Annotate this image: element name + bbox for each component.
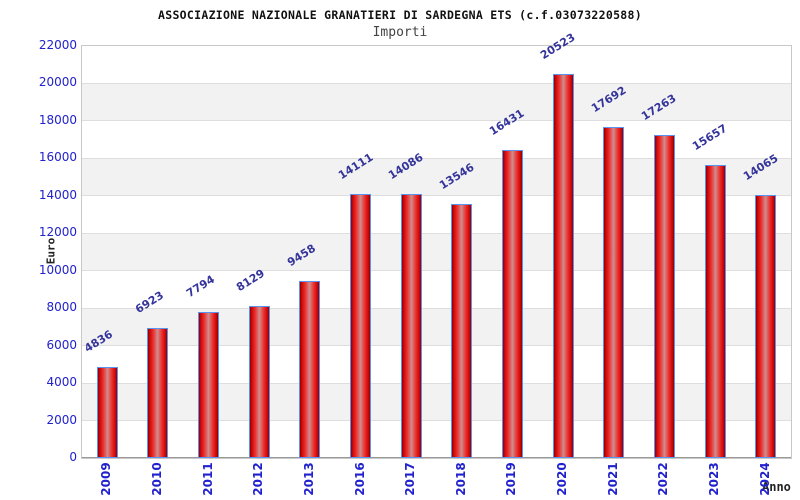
- bar: [451, 204, 473, 458]
- x-tick-label: 2018: [453, 462, 468, 496]
- y-tick-label: 22000: [38, 38, 77, 52]
- grid-line: [82, 232, 791, 234]
- grid-line: [82, 82, 791, 84]
- grid-line: [82, 345, 791, 347]
- y-tick-label: 10000: [38, 262, 77, 277]
- grid-band: [82, 308, 791, 346]
- y-tick-label: 20000: [38, 75, 77, 90]
- grid-line: [82, 420, 791, 422]
- x-tick-label: 2011: [200, 462, 215, 496]
- bar: [653, 134, 675, 458]
- bar: [147, 328, 169, 458]
- chart-title: ASSOCIAZIONE NAZIONALE GRANATIERI DI SAR…: [158, 8, 642, 22]
- bar: [704, 164, 726, 458]
- grid-line: [82, 270, 791, 272]
- y-tick-label: 6000: [46, 337, 77, 352]
- y-tick-label: 12000: [38, 225, 77, 240]
- x-tick-label: 2019: [504, 462, 519, 496]
- plot-area: [81, 45, 792, 459]
- x-tick-label: 2023: [707, 462, 722, 496]
- bar: [400, 194, 422, 458]
- bar: [501, 150, 523, 458]
- x-tick-label: 2009: [99, 462, 114, 496]
- x-axis-title: Anno: [762, 480, 791, 494]
- y-tick-label: 4000: [46, 375, 77, 390]
- bar: [552, 73, 574, 458]
- x-tick-label: 2024: [757, 462, 772, 496]
- chart-subtitle: Importi: [372, 25, 428, 40]
- x-tick-label: 2020: [555, 462, 570, 496]
- x-tick-label: 2012: [251, 462, 266, 496]
- grid-line: [82, 157, 791, 159]
- grid-band: [82, 233, 791, 271]
- grid-line: [82, 195, 791, 197]
- grid-band: [82, 383, 791, 421]
- x-tick-label: 2010: [149, 462, 164, 496]
- bar: [248, 305, 270, 458]
- x-tick-label: 2021: [605, 462, 620, 496]
- x-tick-label: 2022: [656, 462, 671, 496]
- bar: [299, 280, 321, 458]
- x-tick-label: 2017: [403, 462, 418, 496]
- grid-line: [82, 120, 791, 122]
- grid-band: [82, 83, 791, 121]
- bar: [603, 126, 625, 458]
- x-tick-label: 2013: [301, 462, 316, 496]
- grid-line: [82, 307, 791, 309]
- x-tick-label: 2016: [352, 462, 367, 496]
- grid-line: [82, 382, 791, 384]
- bar: [96, 367, 118, 458]
- bar: [755, 194, 777, 458]
- bar: [350, 193, 372, 458]
- y-axis-title: Euro: [44, 237, 58, 265]
- x-axis-line: [82, 457, 791, 458]
- y-tick-label: 0: [69, 450, 77, 464]
- grid-band: [82, 158, 791, 196]
- y-tick-label: 8000: [46, 300, 77, 315]
- y-tick-label: 14000: [38, 187, 77, 202]
- y-tick-label: 16000: [38, 150, 77, 165]
- bar: [198, 312, 220, 458]
- y-tick-label: 2000: [46, 412, 77, 427]
- y-tick-label: 18000: [38, 112, 77, 127]
